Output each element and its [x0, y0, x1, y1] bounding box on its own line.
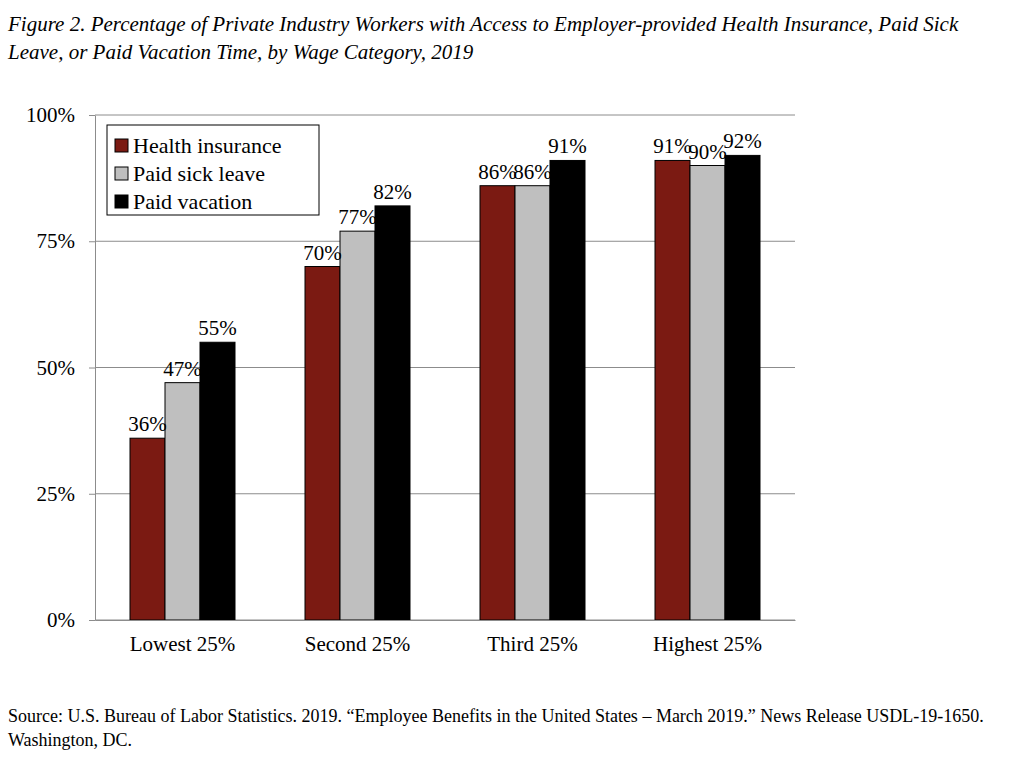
- bar: [200, 342, 235, 620]
- tick-mark: [89, 241, 95, 242]
- legend-item: Paid vacation: [115, 189, 252, 214]
- bar: [690, 166, 725, 621]
- tick-label: 50%: [37, 356, 76, 380]
- source-note: Source: U.S. Bureau of Labor Statistics.…: [8, 704, 1008, 752]
- axis-line: [95, 116, 96, 621]
- data-label: 82%: [373, 180, 412, 204]
- x-axis: Lowest 25% Second 25% Third 25% Highest 25%: [96, 620, 796, 656]
- y-tick: 75%: [37, 229, 96, 253]
- tick-mark: [89, 494, 95, 495]
- data-label: 86%: [478, 160, 517, 184]
- bar: [550, 160, 585, 620]
- tick-label: 0%: [47, 608, 75, 632]
- data-label: 55%: [198, 316, 237, 340]
- tick-label: Lowest 25%: [130, 632, 236, 656]
- grid-line: [95, 115, 795, 116]
- x-tick: Highest 25%: [653, 620, 762, 656]
- data-label: 86%: [513, 160, 552, 184]
- bar-series: [165, 166, 725, 621]
- x-tick: Second 25%: [305, 620, 411, 656]
- legend-item: Paid sick leave: [115, 161, 265, 186]
- chart-title: Figure 2. Percentage of Private Industry…: [8, 10, 1008, 66]
- bar: [480, 186, 515, 620]
- legend-label: Paid sick leave: [133, 161, 265, 186]
- legend-swatch: [115, 139, 128, 152]
- bar: [515, 186, 550, 620]
- data-label: 90%: [688, 140, 727, 164]
- tick-label: Second 25%: [305, 632, 411, 656]
- bar: [340, 231, 375, 620]
- tick-label: 75%: [37, 229, 76, 253]
- y-tick: 100%: [26, 103, 95, 127]
- data-label: 70%: [303, 241, 342, 265]
- legend-label: Health insurance: [133, 133, 281, 158]
- data-labels: 36%70%86%91%47%77%86%90%55%82%91%92%: [128, 129, 762, 436]
- data-label: 77%: [338, 205, 377, 229]
- y-tick: 50%: [37, 356, 96, 380]
- y-tick: 0%: [47, 608, 95, 632]
- legend-swatch: [115, 195, 128, 208]
- legend-item: Health insurance: [115, 133, 281, 158]
- data-label: 92%: [723, 129, 762, 153]
- legend: Health insurance Paid sick leave Paid vaca…: [107, 125, 319, 215]
- tick-label: 100%: [26, 103, 75, 127]
- bar: [655, 160, 690, 620]
- data-label: 47%: [163, 357, 202, 381]
- tick-mark: [89, 368, 95, 369]
- bar: [130, 438, 165, 620]
- x-tick: Lowest 25%: [130, 620, 236, 656]
- y-tick: 25%: [37, 482, 96, 506]
- grid: [95, 115, 795, 620]
- tick-label: 25%: [37, 482, 76, 506]
- bar: [165, 383, 200, 620]
- bar: [375, 206, 410, 620]
- data-label: 91%: [653, 134, 692, 158]
- bars: [130, 155, 760, 620]
- bar: [725, 155, 760, 620]
- bar-series: [130, 160, 690, 620]
- legend-frame: [107, 125, 319, 215]
- tick-mark: [89, 620, 95, 621]
- tick-mark: [89, 115, 95, 116]
- tick-label: Third 25%: [487, 632, 577, 656]
- legend-swatch: [115, 167, 128, 180]
- bar-series: [200, 155, 760, 620]
- data-label: 36%: [128, 412, 167, 436]
- bar: [305, 267, 340, 621]
- x-tick: Third 25%: [487, 620, 577, 656]
- tick-label: Highest 25%: [653, 632, 762, 656]
- axis-line: [96, 620, 796, 621]
- data-label: 91%: [548, 134, 587, 158]
- chart: 0% 25% 50% 75% 100% Lowest 25% Second 25% Third…: [0, 0, 1024, 763]
- y-axis: 0% 25% 50% 75% 100%: [26, 103, 96, 632]
- legend-label: Paid vacation: [133, 189, 252, 214]
